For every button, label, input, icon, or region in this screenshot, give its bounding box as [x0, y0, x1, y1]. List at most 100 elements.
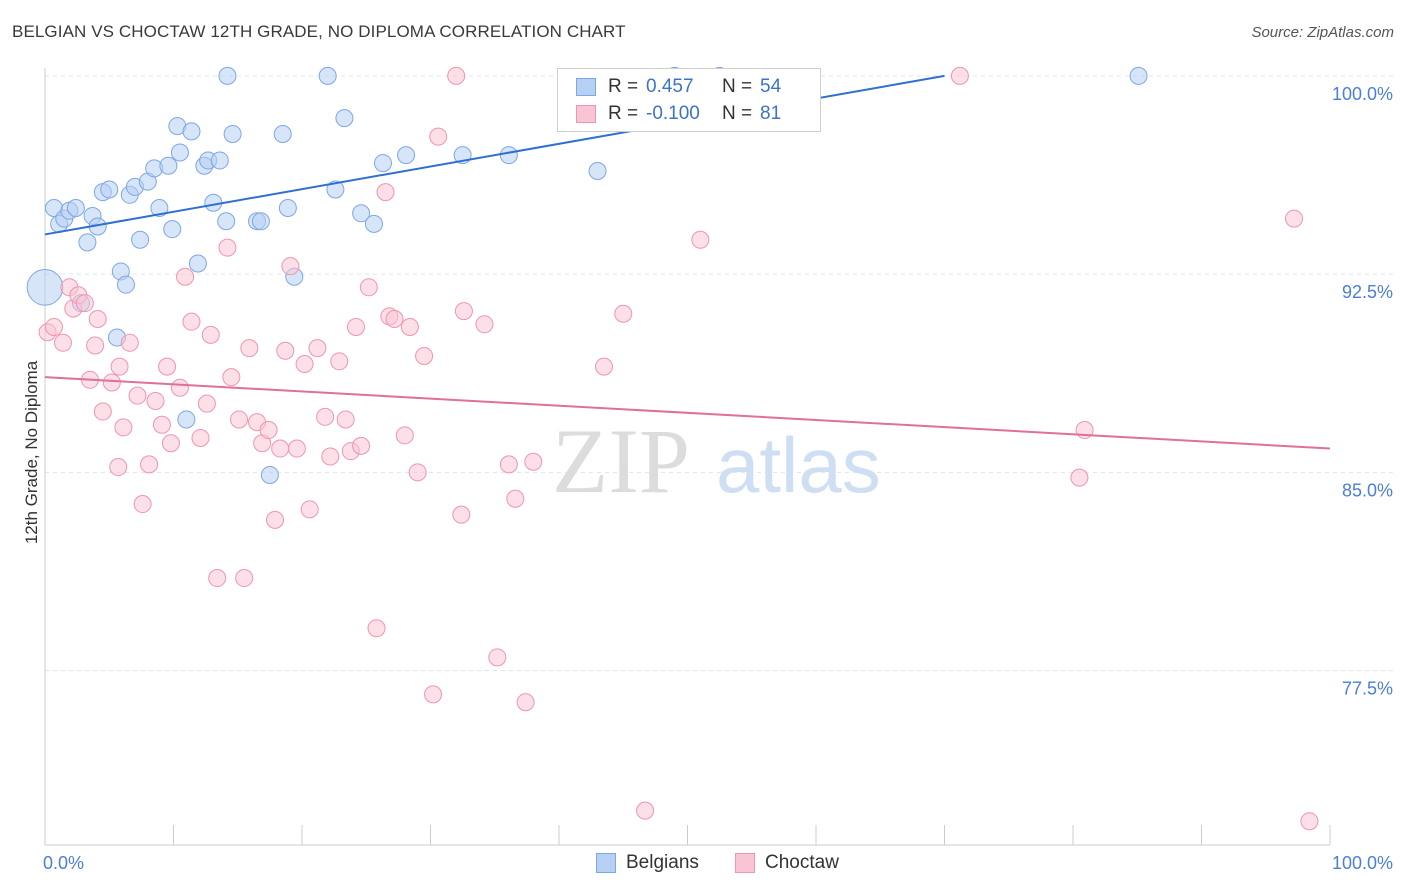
y-axis-title: 12th Grade, No Diploma [22, 360, 41, 544]
legend-n-value: 81 [760, 103, 782, 124]
series-choctaw [38, 66, 1319, 831]
point-choctaw [191, 428, 210, 447]
point-choctaw [499, 455, 518, 474]
point-choctaw [259, 421, 278, 440]
point-choctaw [454, 302, 473, 321]
point-choctaw [276, 341, 295, 360]
y-tick-label: 85.0% [1342, 480, 1393, 500]
trend-line-choctaw [44, 376, 1331, 450]
correlation-legend: R = 0.457 N = 54 R = -0.100 N = 81 [557, 68, 821, 132]
point-choctaw [295, 354, 314, 373]
series-legend: Belgians Choctaw [0, 852, 1406, 878]
point-choctaw [950, 66, 969, 85]
point-belgians [588, 162, 607, 181]
point-belgians [163, 220, 182, 239]
y-tick-label: 77.5% [1342, 679, 1393, 699]
point-choctaw [488, 648, 507, 667]
point-choctaw [230, 410, 249, 429]
point-belgians [188, 254, 207, 273]
point-belgians [223, 125, 242, 144]
point-choctaw [240, 339, 259, 358]
point-belgians [326, 180, 345, 199]
watermark-atlas: atlas [716, 421, 881, 509]
point-choctaw [152, 415, 171, 434]
point-belgians [278, 199, 297, 218]
point-choctaw [308, 339, 327, 358]
point-belgians [373, 154, 392, 173]
point-choctaw [197, 394, 216, 413]
point-choctaw [385, 310, 404, 329]
point-belgians [218, 66, 237, 85]
point-belgians [170, 143, 189, 162]
x-tick-label: 100.0% [1332, 853, 1393, 873]
watermark: ZIP atlas [552, 410, 881, 512]
point-choctaw [170, 378, 189, 397]
point-choctaw [415, 347, 434, 366]
point-choctaw [201, 325, 220, 344]
point-choctaw [316, 407, 335, 426]
point-choctaw [93, 402, 112, 421]
chart-title: BELGIAN VS CHOCTAW 12TH GRADE, NO DIPLOM… [12, 22, 626, 41]
point-choctaw [594, 357, 613, 376]
point-choctaw [321, 447, 340, 466]
point-choctaw [88, 310, 107, 329]
legend-item-choctaw[interactable]: Choctaw [735, 852, 839, 874]
legend-r-label: R = [608, 76, 639, 97]
legend-label-belgians: Belgians [626, 852, 699, 873]
point-belgians [66, 199, 85, 218]
legend-label-choctaw: Choctaw [765, 852, 839, 873]
point-choctaw [359, 278, 378, 297]
point-choctaw [614, 304, 633, 323]
point-choctaw [395, 426, 414, 445]
watermark-zip: ZIP [552, 410, 690, 512]
point-choctaw [266, 510, 285, 529]
axes [44, 68, 1331, 846]
point-choctaw [287, 439, 306, 458]
point-choctaw [1070, 468, 1089, 487]
point-choctaw [636, 801, 655, 820]
y-tick-label: 92.5% [1342, 282, 1393, 302]
point-choctaw [281, 257, 300, 276]
point-belgians [177, 410, 196, 429]
point-belgians [150, 199, 169, 218]
point-choctaw [475, 315, 494, 334]
point-belgians [364, 214, 383, 233]
point-choctaw [336, 410, 355, 429]
point-choctaw [44, 317, 63, 336]
point-choctaw [176, 267, 195, 286]
point-choctaw [140, 455, 159, 474]
point-choctaw [53, 333, 72, 352]
point-choctaw [516, 693, 535, 712]
point-belgians [397, 146, 416, 165]
point-choctaw [300, 500, 319, 519]
legend-swatch-choctaw [735, 853, 755, 873]
point-choctaw [367, 619, 386, 638]
point-choctaw [271, 439, 290, 458]
point-choctaw [346, 317, 365, 336]
point-choctaw [1285, 209, 1304, 228]
point-belgians [159, 156, 178, 175]
point-choctaw [158, 357, 177, 376]
point-choctaw [447, 66, 466, 85]
y-tick-label: 100.0% [1332, 84, 1393, 104]
legend-item-belgians[interactable]: Belgians [596, 852, 699, 874]
legend-r-label: R = [608, 103, 639, 124]
point-belgians [100, 180, 119, 199]
point-choctaw [524, 452, 543, 471]
point-choctaw [506, 489, 525, 508]
point-choctaw [429, 127, 448, 146]
point-choctaw [114, 418, 133, 437]
point-choctaw [222, 368, 241, 387]
tick-labels: 100.0% 92.5% 85.0% 77.5% 0.0% 100.0% 12th Grad… [22, 84, 1393, 873]
point-choctaw [1300, 812, 1319, 831]
point-choctaw [691, 230, 710, 249]
point-belgians [210, 151, 229, 170]
legend-swatch-choctaw [576, 105, 596, 123]
chart-source: Source: ZipAtlas.com [1251, 24, 1394, 41]
point-choctaw [75, 294, 94, 313]
point-belgians [26, 268, 64, 306]
point-choctaw [102, 373, 121, 392]
point-belgians [1129, 66, 1148, 85]
point-belgians [251, 212, 270, 231]
point-belgians [131, 230, 150, 249]
